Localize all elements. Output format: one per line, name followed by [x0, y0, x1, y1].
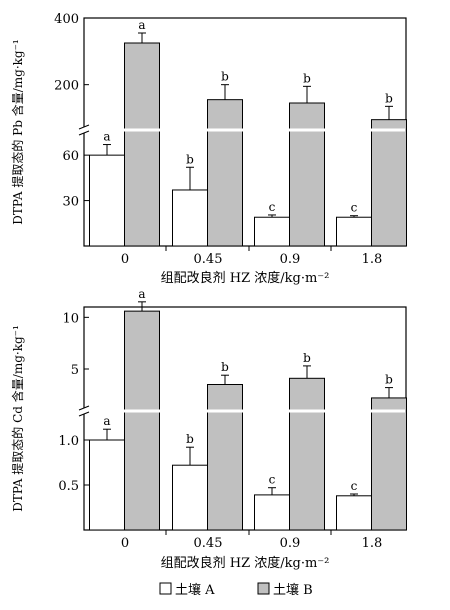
chart-1-y-tick-label: 200: [54, 79, 79, 94]
chart-2-bar: [289, 377, 325, 531]
chart-2-bar: [172, 464, 208, 531]
chart-2-axis-break-band: [85, 409, 405, 413]
chart-1-significance-letter: a: [138, 18, 145, 32]
chart-2-bar: [207, 384, 243, 531]
chart-1-significance-letter: a: [103, 130, 110, 144]
chart-1-x-tick-label: 0.9: [280, 252, 301, 267]
chart-2-x-tick-label: 1.8: [362, 536, 383, 551]
chart-1-x-tick-label: 0.45: [194, 252, 223, 267]
chart-1-bar: [172, 189, 208, 247]
legend-swatch: [159, 582, 172, 595]
chart-2-y-tick-label: 5: [71, 363, 79, 378]
chart-1-significance-letter: b: [186, 152, 194, 166]
chart-2-significance-letter: b: [221, 360, 229, 374]
chart-1-axis-break-gap: [80, 127, 88, 133]
chart-2-axis-break-gap: [80, 408, 88, 414]
chart-2-bar: [254, 494, 290, 531]
chart-1-axis-break-mark: [78, 130, 90, 136]
chart-2-axis-break-mark: [78, 405, 90, 411]
chart-2-y-tick-label: 0.5: [58, 479, 79, 494]
chart-1-significance-letter: b: [385, 91, 393, 105]
chart-1-x-axis-label: 组配改良剂 HZ 浓度/kg·m⁻²: [161, 270, 330, 286]
chart-1-significance-letter: b: [303, 71, 311, 85]
chart-1-significance-letter: c: [351, 201, 358, 215]
chart-1-x-tick-label: 0: [121, 252, 129, 267]
chart-2-x-tick-label: 0.45: [194, 536, 223, 551]
chart-1-bar: [254, 216, 290, 247]
chart-2-significance-letter: b: [303, 351, 311, 365]
chart-1-significance-letter: b: [221, 70, 229, 84]
legend-swatch: [257, 582, 270, 595]
chart-2-significance-letter: b: [186, 432, 194, 446]
chart-2-significance-letter: a: [103, 414, 110, 428]
chart-2-bar: [89, 439, 125, 531]
chart-2-bar: [336, 495, 372, 531]
chart-2-axis-break-mark: [78, 411, 90, 417]
chart-1-y-tick-label: 60: [62, 149, 79, 164]
chart-1-x-tick-label: 1.8: [362, 252, 383, 267]
chart-2-y-axis-label: DTPA 提取态的 Cd 含量/mg·kg⁻¹: [10, 325, 25, 512]
chart-1-bar: [89, 154, 125, 247]
chart-2-significance-letter: b: [385, 373, 393, 387]
chart-2-bar: [124, 310, 160, 531]
chart-1-bar: [336, 216, 372, 247]
chart-1-bar: [124, 42, 160, 247]
chart-1-bar: [207, 99, 243, 247]
chart-2-significance-letter: c: [351, 479, 358, 493]
chart-2-significance-letter: c: [269, 473, 276, 487]
chart-1-axis-break-band: [85, 128, 405, 132]
chart-1-axis-break-mark: [78, 124, 90, 130]
legend-label: 土壤 A: [175, 582, 215, 598]
chart-1-y-tick-label: 400: [54, 12, 79, 27]
legend-label: 土壤 B: [273, 582, 313, 598]
chart-1-significance-letter: c: [269, 200, 276, 214]
chart-1-bar: [371, 119, 407, 247]
chart-2-significance-letter: a: [138, 287, 145, 301]
chart-1-y-axis-label: DTPA 提取态的 Pb 含量/mg·kg⁻¹: [10, 39, 25, 224]
chart-1-bar: [289, 102, 325, 247]
chart-2-x-tick-label: 0.9: [280, 536, 301, 551]
chart-2-y-tick-label: 10: [62, 311, 79, 326]
chart-1-y-tick-label: 30: [62, 195, 79, 210]
chart-2-x-tick-label: 0: [121, 536, 129, 551]
chart-2-y-tick-label: 1.0: [58, 434, 79, 449]
chart-2-x-axis-label: 组配改良剂 HZ 浓度/kg·m⁻²: [161, 555, 330, 571]
chart-2-bar: [371, 397, 407, 531]
